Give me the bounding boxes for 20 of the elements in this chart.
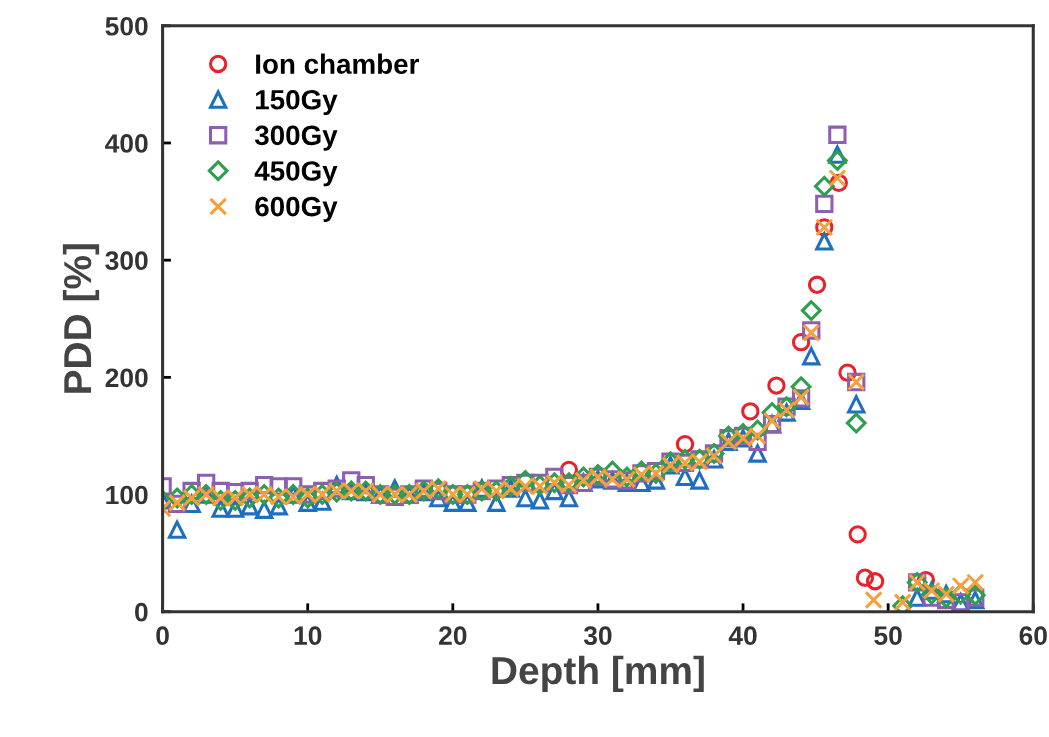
y-tick-label: 200 — [105, 368, 148, 388]
y-axis-title: PDD [%] — [62, 244, 100, 393]
x-tick-label: 30 — [583, 626, 612, 646]
x-tick-label: 10 — [294, 626, 322, 645]
x-tick-label: 40 — [728, 626, 757, 645]
legend-label: 300Gy — [254, 125, 338, 151]
legend-label: 450Gy — [254, 161, 338, 187]
y-tick-label: 100 — [106, 485, 148, 505]
x-tick-label: 0 — [156, 626, 169, 645]
legend-label: Ion chamber — [256, 53, 419, 74]
legend-label: 150Gy — [256, 89, 338, 116]
x-axis-title: Depth [mm] — [492, 655, 704, 693]
x-tick-label: 20 — [439, 626, 467, 645]
legend-label: 600Gy — [255, 196, 338, 222]
y-tick-label: 0 — [135, 602, 148, 622]
y-tick-label: 500 — [105, 16, 148, 36]
x-tick-label: 60 — [1019, 626, 1047, 645]
y-tick-label: 400 — [105, 134, 148, 153]
x-tick-label: 50 — [874, 626, 902, 645]
y-tick-label: 300 — [105, 251, 148, 271]
